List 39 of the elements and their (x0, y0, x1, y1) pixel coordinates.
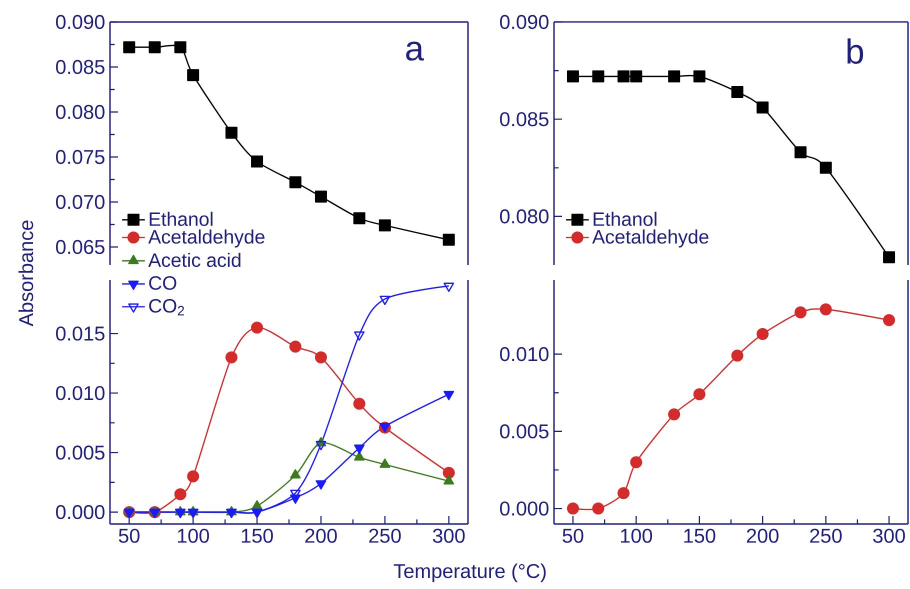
legend-label: Acetaldehyde (148, 229, 264, 248)
y-tick-label: 0.080 (500, 209, 548, 224)
y-tick-label: 0.090 (500, 14, 548, 30)
y-tick-label: 0.085 (56, 60, 104, 74)
x-tick-label: 100 (621, 528, 652, 543)
y-tick-label: 0.090 (56, 14, 104, 30)
y-tick-label: 0.000 (500, 501, 548, 516)
y-tick-label: 0.085 (500, 112, 548, 126)
x-tick-label: 50 (118, 528, 140, 543)
y-tick-label: 0.010 (500, 347, 548, 362)
x-tick-label: 250 (369, 528, 401, 543)
legend-label: Acetaldehyde (592, 229, 708, 248)
y-tick-label: 0.005 (56, 446, 104, 460)
x-tick-label: 300 (873, 528, 905, 543)
legend-label: Ethanol (594, 212, 656, 226)
y-tick-label: 0.005 (500, 424, 548, 438)
annotation: a (406, 42, 424, 61)
x-tick-label: 50 (562, 528, 584, 543)
legend-label: CO$_{2}$ (149, 298, 184, 316)
y-tick-label: 0.080 (56, 104, 104, 120)
y-tick-label: 0.015 (56, 326, 104, 341)
y-tick-label: 0.075 (56, 150, 104, 164)
y-tick-label: 0.000 (56, 505, 104, 520)
x-tick-label: 100 (178, 528, 209, 543)
legend-label: Ethanol (150, 212, 212, 226)
y-axis-title: Absorbance (18, 220, 34, 326)
annotation: b (848, 38, 864, 64)
x-tick-label: 150 (684, 528, 716, 543)
x-axis-title: Temperature (°C) (394, 563, 546, 582)
legend-label: CO (149, 276, 176, 290)
legend-label: Acetic acid (148, 252, 240, 268)
x-tick-label: 250 (810, 528, 842, 543)
y-tick-label: 0.070 (56, 194, 104, 210)
x-tick-label: 300 (432, 528, 465, 543)
y-tick-label: 0.065 (56, 240, 104, 254)
x-tick-label: 150 (242, 528, 273, 543)
y-tick-label: 0.010 (56, 386, 104, 400)
x-tick-label: 200 (305, 528, 337, 543)
x-tick-label: 200 (746, 528, 778, 543)
